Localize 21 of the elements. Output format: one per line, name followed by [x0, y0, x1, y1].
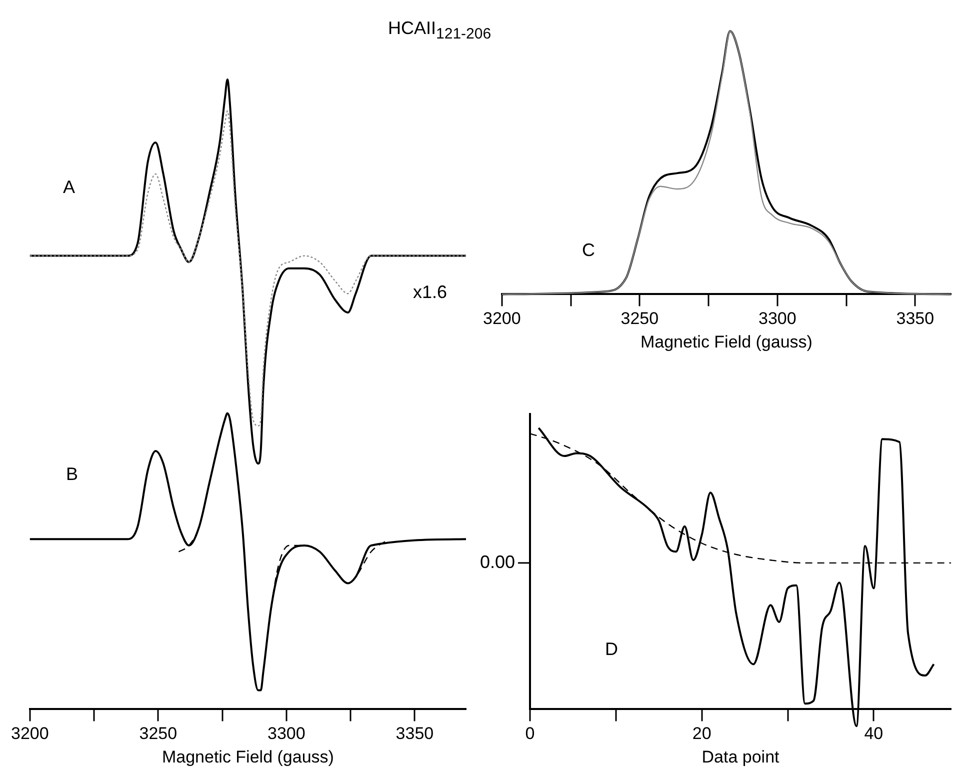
x-tick-label: 3250: [620, 309, 659, 328]
annotation: A: [63, 176, 76, 197]
x-axis-title: Magnetic Field (gauss): [162, 747, 334, 766]
x-tick-label: 0: [525, 724, 535, 744]
x-tick-label: 3300: [758, 309, 796, 328]
annotation: x1.6: [413, 282, 448, 302]
annotation: C: [582, 240, 595, 260]
x-tick-label: 40: [864, 724, 884, 744]
x-tick-label: 3300: [268, 724, 306, 744]
x-tick-label: 3200: [10, 724, 49, 744]
chart-title: HCAII$_{121-206}$: [388, 18, 492, 43]
text: 0.00: [480, 552, 515, 572]
x-tick-label: 3200: [482, 309, 521, 328]
x-axis-title: Data point: [702, 747, 780, 766]
x-tick-label: 3250: [139, 724, 178, 744]
annotation: B: [66, 464, 78, 484]
x-tick-label: 3350: [896, 309, 934, 328]
x-tick-label: 20: [692, 724, 712, 744]
annotation: D: [605, 638, 618, 659]
x-tick-label: 3350: [396, 724, 434, 744]
x-axis-title: Magnetic Field (gauss): [640, 332, 812, 352]
